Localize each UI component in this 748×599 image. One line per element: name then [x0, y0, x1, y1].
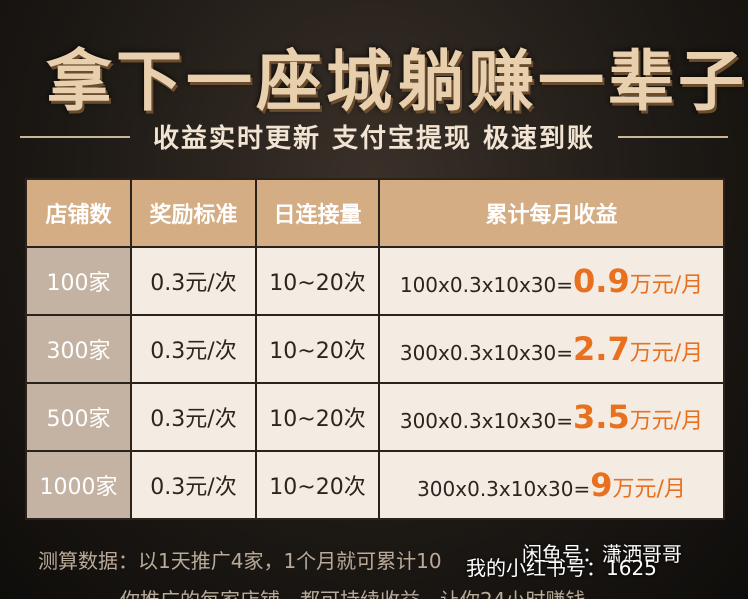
reward-rate: 0.3元/次 [130, 314, 257, 384]
earnings-table: 店铺数 奖励标准 日连接量 累计每月收益 100家 0.3元/次 10~20次 100x0.… [25, 178, 725, 520]
daily-volume: 10~20次 [255, 382, 380, 452]
title-left: 拿下一座城 [46, 43, 396, 120]
formula: 300x0.3x10x30= [417, 477, 591, 501]
formula: 300x0.3x10x30= [399, 409, 574, 433]
store-count: 1000家 [25, 450, 132, 520]
unit: 万元/月 [629, 273, 704, 298]
unit: 万元/月 [612, 477, 686, 502]
amount: 0.9 [573, 262, 630, 300]
divider [20, 136, 130, 138]
table-row: 1000家 0.3元/次 10~20次 300x0.3x10x30=9万元/月 [25, 450, 725, 520]
monthly-earnings: 300x0.3x10x30=2.7万元/月 [378, 314, 725, 384]
table-row: 300家 0.3元/次 10~20次 300x0.3x10x30=2.7万元/月 [25, 314, 725, 384]
reward-rate: 0.3元/次 [130, 382, 257, 452]
store-count: 100家 [25, 246, 132, 316]
daily-volume: 10~20次 [255, 246, 380, 316]
watermark: 我的小红书号：1625 [466, 556, 657, 580]
column-header: 日连接量 [255, 178, 380, 248]
footer-note: 测算数据：以1天推广4家，1个月就可累计10 [38, 549, 442, 573]
reward-rate: 0.3元/次 [130, 450, 257, 520]
unit: 万元/月 [629, 409, 704, 434]
daily-volume: 10~20次 [255, 314, 380, 384]
divider [618, 136, 728, 138]
store-count: 500家 [25, 382, 132, 452]
column-header: 累计每月收益 [378, 178, 725, 248]
amount: 3.5 [573, 398, 630, 436]
watermark: 闲鱼号：潇洒哥哥 [522, 542, 682, 566]
formula: 100x0.3x10x30= [399, 273, 574, 297]
monthly-earnings: 100x0.3x10x30=0.9万元/月 [378, 246, 725, 316]
footer-note: 你推广的每家店铺，都可持续收益，让你24小时赚钱 [120, 584, 585, 599]
table-row: 500家 0.3元/次 10~20次 300x0.3x10x30=3.5万元/月 [25, 382, 725, 452]
daily-volume: 10~20次 [255, 450, 380, 520]
title-right: 躺赚一辈子 [398, 43, 748, 120]
header-row: 店铺数 奖励标准 日连接量 累计每月收益 [25, 178, 725, 248]
store-count: 300家 [25, 314, 132, 384]
monthly-earnings: 300x0.3x10x30=9万元/月 [378, 450, 725, 520]
amount: 2.7 [573, 330, 630, 368]
formula: 300x0.3x10x30= [399, 341, 574, 365]
monthly-earnings: 300x0.3x10x30=3.5万元/月 [378, 382, 725, 452]
column-header: 奖励标准 [130, 178, 257, 248]
subtitle: 收益实时更新 支付宝提现 极速到账 [152, 124, 596, 154]
reward-rate: 0.3元/次 [130, 246, 257, 316]
amount: 9 [590, 466, 613, 504]
unit: 万元/月 [629, 341, 704, 366]
table-row: 100家 0.3元/次 10~20次 100x0.3x10x30=0.9万元/月 [25, 246, 725, 316]
column-header: 店铺数 [25, 178, 132, 248]
